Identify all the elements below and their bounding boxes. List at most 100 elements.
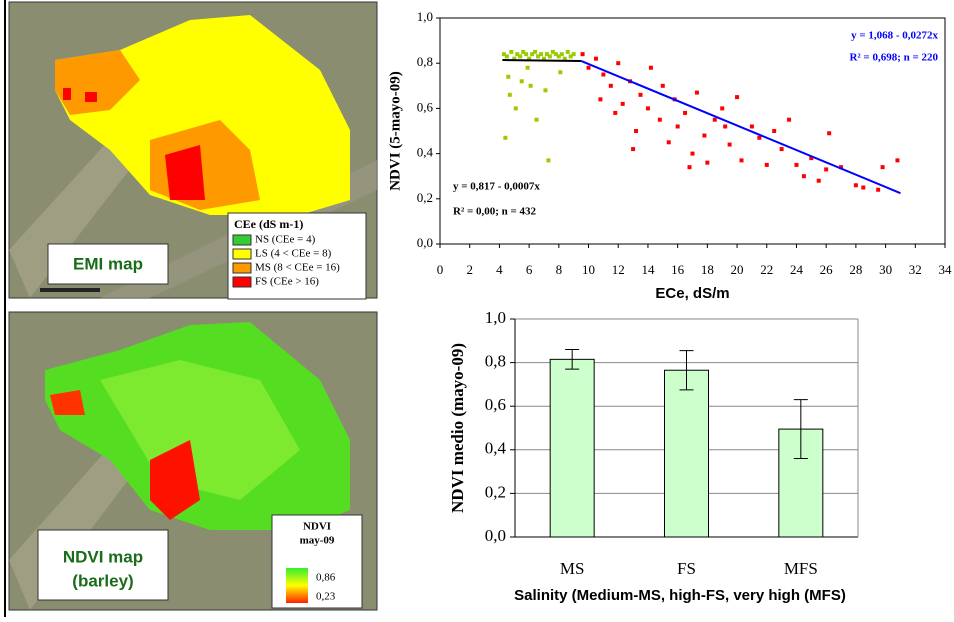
x-tick-label: MFS — [784, 559, 818, 578]
legend-title: CEe (dS m-1) — [234, 217, 303, 231]
point — [553, 52, 558, 57]
point — [546, 158, 551, 163]
point — [660, 83, 665, 88]
point — [616, 61, 621, 66]
point — [861, 185, 866, 190]
legend-label: FS (CEe > 16) — [255, 276, 319, 288]
point — [518, 54, 523, 59]
x-tick-label: 24 — [790, 262, 804, 277]
point — [544, 52, 549, 57]
y-tick-label: 1,0 — [417, 9, 433, 24]
legend-swatch — [232, 234, 252, 246]
point — [638, 92, 643, 97]
point — [507, 92, 512, 97]
x-tick-label: 6 — [526, 262, 533, 277]
point — [631, 147, 636, 152]
legend-swatch — [232, 276, 252, 288]
y-tick-label: 0,2 — [485, 482, 506, 501]
point — [735, 95, 740, 100]
point — [816, 178, 821, 183]
point — [593, 56, 598, 61]
y-tick-label: 0,6 — [485, 395, 506, 414]
map-label-box — [47, 243, 169, 285]
point — [613, 110, 618, 115]
point — [683, 110, 688, 115]
point — [504, 54, 509, 59]
point — [580, 52, 585, 57]
point — [534, 117, 539, 122]
point — [687, 165, 692, 170]
x-tick-label: 34 — [939, 262, 953, 277]
x-tick-label: MS — [560, 559, 585, 578]
emi-map — [8, 1, 378, 300]
legend-label: 0,86 — [316, 572, 336, 584]
point — [556, 54, 561, 59]
x-tick-label: 16 — [671, 262, 685, 277]
point — [824, 167, 829, 172]
point — [694, 90, 699, 95]
point — [512, 56, 517, 61]
point — [809, 156, 814, 161]
annotation: y = 1,068 - 0,0272x — [851, 30, 938, 42]
map-label-box — [37, 529, 169, 601]
point — [506, 74, 511, 79]
point — [712, 117, 717, 122]
point — [772, 129, 777, 133]
point — [568, 54, 573, 59]
x-tick-label: 14 — [641, 262, 655, 277]
bar — [549, 358, 595, 538]
map-label: (barley) — [72, 571, 133, 590]
x-tick-label: FS — [677, 559, 696, 578]
point — [519, 79, 524, 84]
point — [839, 165, 844, 170]
point — [657, 117, 662, 122]
x-tick-label: 12 — [612, 262, 625, 277]
point — [501, 52, 506, 57]
point — [513, 106, 518, 111]
error-bar — [793, 399, 808, 460]
point — [536, 54, 541, 59]
point — [515, 52, 520, 57]
x-tick-label: 32 — [909, 262, 922, 277]
x-tick-label: 10 — [582, 262, 595, 277]
x-tick-label: 18 — [701, 262, 714, 277]
point — [509, 49, 514, 54]
y-tick-label: 0,8 — [417, 54, 433, 69]
point — [787, 117, 792, 122]
point — [702, 133, 707, 138]
x-tick-label: 22 — [760, 262, 773, 277]
point — [853, 183, 858, 188]
bar — [664, 369, 709, 538]
point — [562, 56, 567, 61]
point — [690, 151, 695, 156]
x-tick-label: 26 — [820, 262, 834, 277]
error-bar — [679, 350, 694, 391]
point — [571, 52, 576, 57]
point — [727, 142, 732, 147]
x-axis-title: ECe, dS/m — [655, 285, 729, 302]
annotation: R² = 0,00; n = 432 — [453, 206, 537, 218]
legend-label: NS (CEe = 4) — [255, 234, 316, 246]
point — [550, 49, 555, 54]
plot-area — [439, 17, 946, 245]
y-tick-label: 0,8 — [485, 352, 506, 371]
point — [723, 124, 728, 129]
point — [779, 147, 784, 152]
point — [521, 49, 526, 54]
legend-label: LS (4 < CEe = 8) — [255, 248, 332, 260]
y-tick-label: 0,6 — [417, 99, 434, 114]
y-tick-label: 0,4 — [485, 439, 507, 458]
point — [720, 106, 725, 111]
point — [739, 158, 744, 163]
map-label: EMI map — [73, 254, 143, 273]
point — [880, 165, 885, 170]
point — [634, 129, 639, 133]
point — [547, 54, 552, 59]
point — [565, 49, 570, 54]
legend-swatch — [232, 262, 252, 274]
legend-label: MS (8 < CEe = 16) — [255, 262, 340, 274]
point — [764, 162, 769, 167]
x-axis-title: Salinity (Medium-MS, high-FS, very high … — [514, 587, 846, 604]
